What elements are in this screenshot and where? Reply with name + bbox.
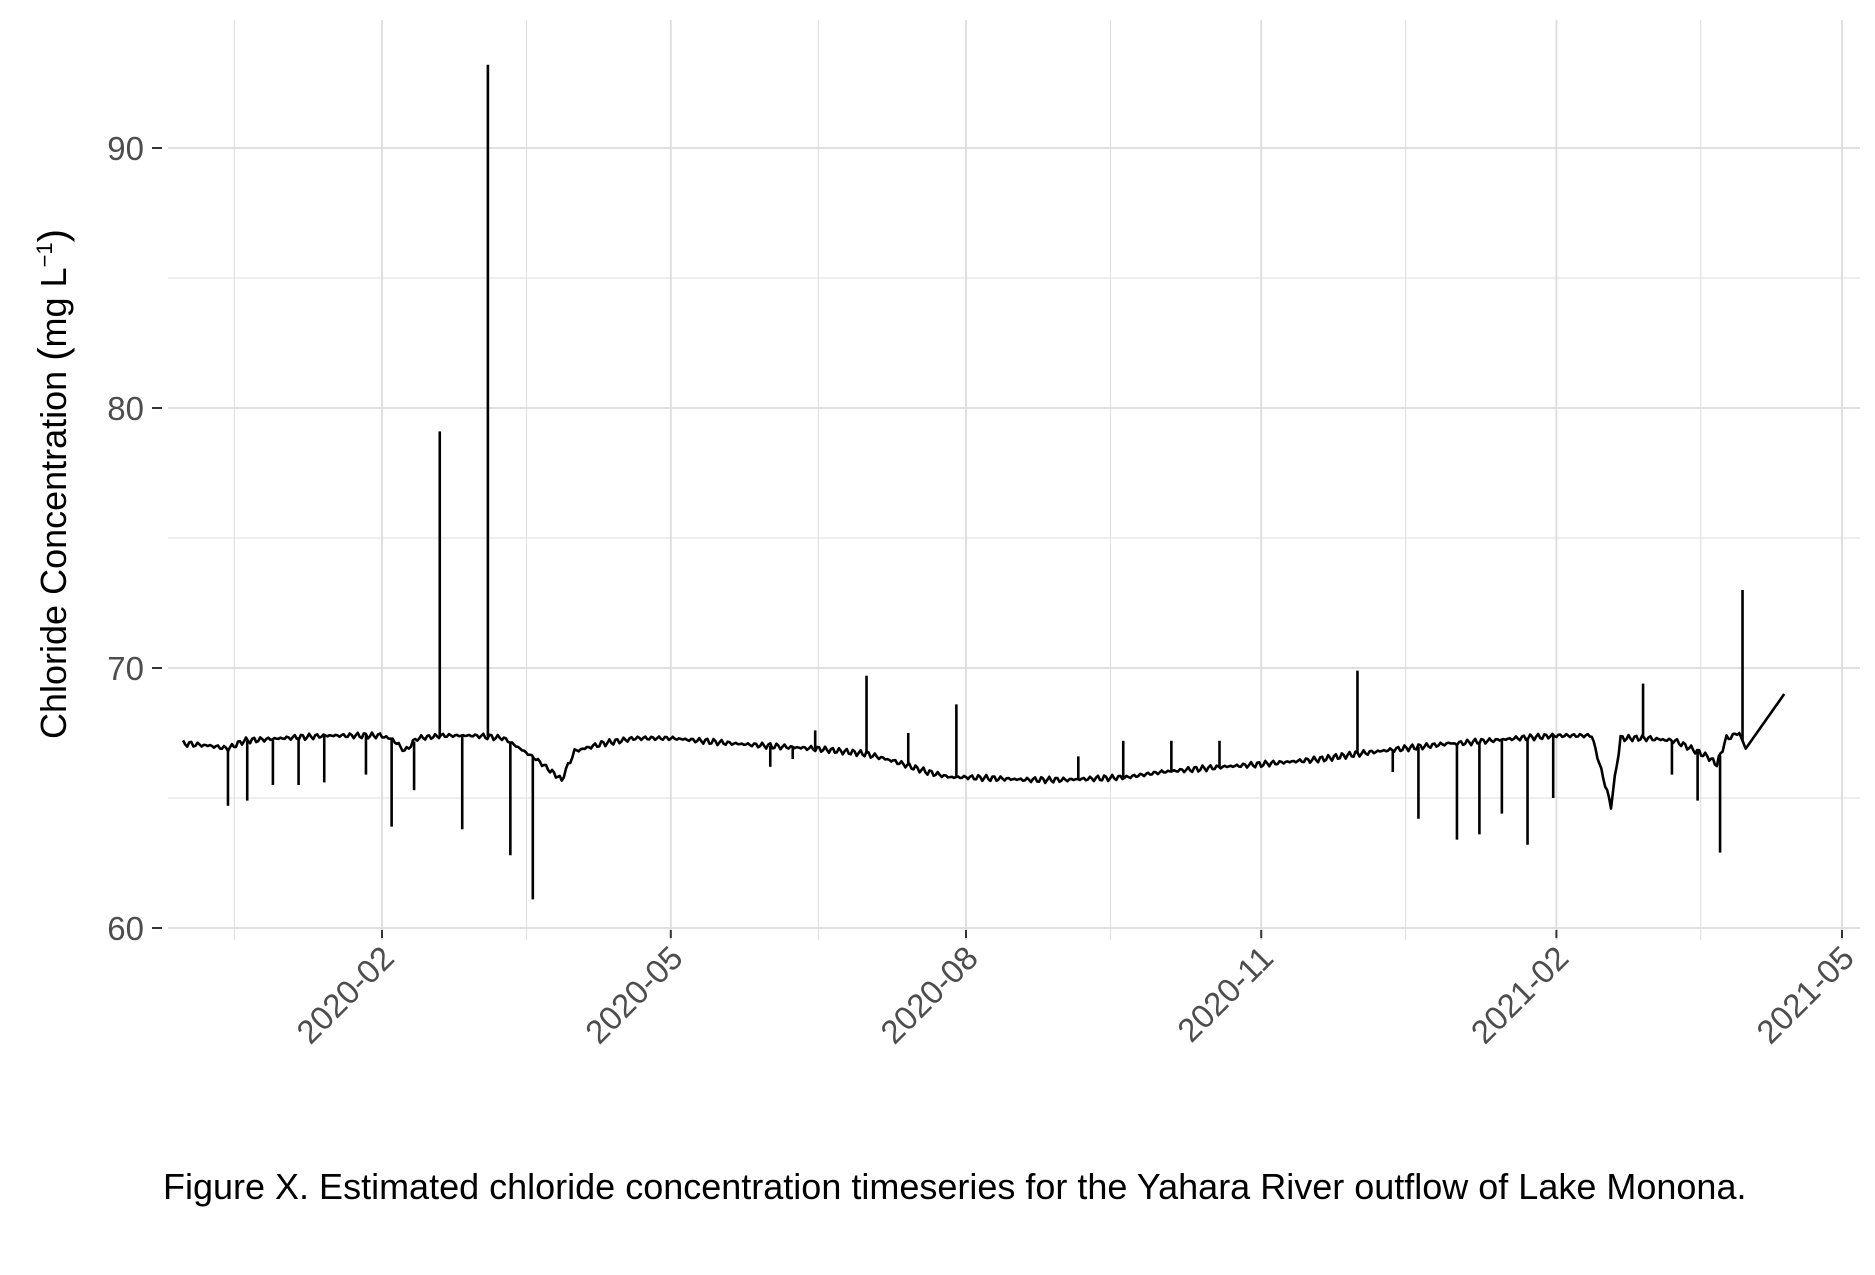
y-tick-label: 90 xyxy=(107,130,144,167)
y-tick-label: 60 xyxy=(107,910,144,947)
x-tick-label: 2021-05 xyxy=(1749,939,1861,1051)
figure-caption: Figure X. Estimated chloride concentrati… xyxy=(163,1166,1747,1207)
axis-ticks xyxy=(152,147,1843,938)
chloride-series-line xyxy=(181,693,1786,810)
y-axis-label: Chloride Concentration (mg L−1) xyxy=(31,229,75,739)
chloride-spikes xyxy=(226,64,1744,900)
x-tick-label: 2020-08 xyxy=(873,939,985,1051)
x-tick-label: 2021-02 xyxy=(1464,939,1576,1051)
x-tick-label: 2020-05 xyxy=(578,939,690,1051)
x-tick-label: 2020-11 xyxy=(1170,939,1280,1049)
grid-major xyxy=(168,20,1860,940)
y-tick-labels: 60 70 80 90 xyxy=(107,130,144,947)
x-tick-label: 2020-02 xyxy=(289,939,401,1051)
grid-minor xyxy=(168,20,1860,940)
x-tick-labels: 2020-02 2020-05 2020-08 2020-11 2021-02 2021-… xyxy=(289,939,1861,1051)
y-tick-label: 70 xyxy=(107,650,144,687)
y-tick-label: 80 xyxy=(107,390,144,427)
